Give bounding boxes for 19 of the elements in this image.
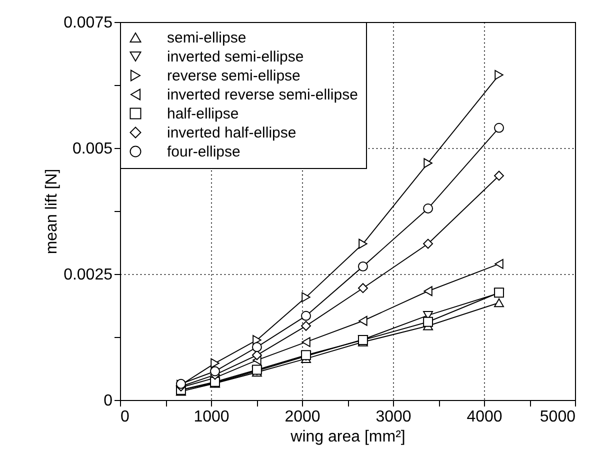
legend-label: inverted reverse semi-ellipse xyxy=(167,86,358,104)
y-tick-label: 0.0025 xyxy=(64,266,113,284)
legend-label: reverse semi-ellipse xyxy=(167,68,300,84)
x-axis-title: wing area [mm²] xyxy=(290,428,406,446)
x-tick-label: 3000 xyxy=(376,408,412,426)
legend-label: four-ellipse xyxy=(167,144,240,160)
x-tick-label: 1000 xyxy=(194,408,230,426)
y-tick-label: 0.005 xyxy=(72,140,113,158)
legend-label: inverted semi-ellipse xyxy=(167,48,304,66)
legend-label: inverted half-ellipse xyxy=(167,124,296,142)
legend-label: semi-ellipse xyxy=(167,30,246,46)
x-tick-label: 5000 xyxy=(540,408,576,426)
y-tick-label: 0 xyxy=(104,392,113,410)
x-tick-label: 2000 xyxy=(284,408,320,426)
x-tick-label: 4000 xyxy=(466,408,502,426)
y-axis-title: mean lift [N] xyxy=(44,168,61,254)
y-tick-label: 0.0075 xyxy=(64,14,113,32)
legend-label: half-ellipse xyxy=(167,106,239,122)
x-tick-label: 0 xyxy=(120,408,130,426)
